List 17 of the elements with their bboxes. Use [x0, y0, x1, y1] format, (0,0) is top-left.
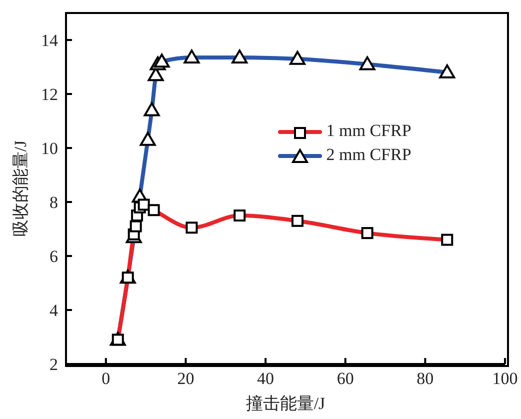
y-tick-label: 10 — [41, 139, 58, 158]
y-tick-label: 14 — [41, 31, 58, 50]
x-tick-label: 100 — [492, 369, 518, 388]
x-tick-label: 80 — [416, 369, 434, 388]
y-tick-label: 2 — [50, 355, 58, 374]
y-tick-label: 4 — [50, 301, 58, 320]
x-tick-label: 20 — [177, 369, 194, 388]
legend-label: 2 mm CFRP — [326, 145, 412, 164]
y-tick-label: 8 — [50, 193, 58, 212]
legend-label: 1 mm CFRP — [326, 121, 412, 140]
y-tick-label: 6 — [50, 247, 58, 266]
x-tick-label: 0 — [102, 369, 110, 388]
x-axis-title: 撞击能量/J — [246, 394, 326, 413]
y-axis-title: 吸收的能量/J — [11, 140, 30, 237]
x-tick-label: 40 — [257, 369, 274, 388]
y-tick-label: 12 — [41, 85, 58, 104]
x-tick-label: 60 — [336, 369, 354, 388]
